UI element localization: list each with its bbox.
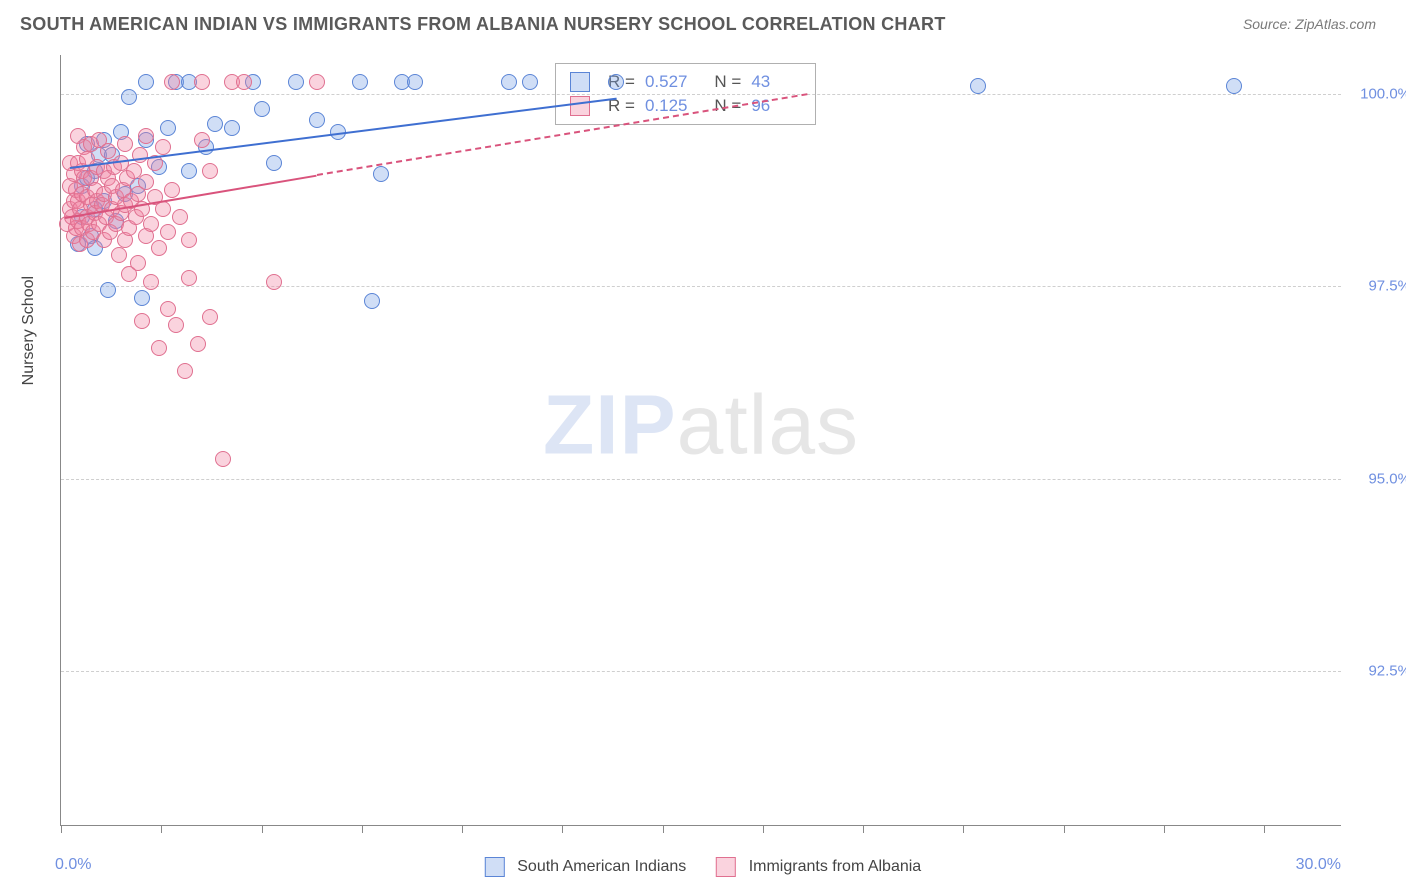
scatter-point [309,112,325,128]
scatter-point [138,174,154,190]
x-tick [763,825,764,833]
scatter-point [266,274,282,290]
scatter-point [164,182,180,198]
x-tick [863,825,864,833]
scatter-point [134,290,150,306]
legend-swatch-icon [570,72,590,92]
x-tick [963,825,964,833]
scatter-point [143,216,159,232]
legend-swatch-icon [485,857,505,877]
legend-item-series-b: Immigrants from Albania [716,857,921,877]
x-tick [1164,825,1165,833]
scatter-point [207,116,223,132]
x-axis-max-label: 30.0% [1296,856,1341,874]
stats-row: R =0.527 N =43 [570,70,801,94]
y-tick-label: 95.0% [1368,470,1406,487]
legend-swatch-icon [570,96,590,116]
scatter-point [194,74,210,90]
x-tick [663,825,664,833]
x-tick [1264,825,1265,833]
scatter-point [138,74,154,90]
scatter-point [151,240,167,256]
legend-swatch-icon [716,857,736,877]
gridline [61,94,1341,95]
y-tick-label: 92.5% [1368,663,1406,680]
x-tick [462,825,463,833]
scatter-point [215,451,231,467]
scatter-point [288,74,304,90]
scatter-point [501,74,517,90]
gridline [61,286,1341,287]
x-tick [562,825,563,833]
scatter-point [266,155,282,171]
scatter-point [151,340,167,356]
x-tick [61,825,62,833]
chart-title: SOUTH AMERICAN INDIAN VS IMMIGRANTS FROM… [20,14,946,34]
scatter-point [160,224,176,240]
scatter-point [155,139,171,155]
scatter-point [309,74,325,90]
scatter-point [117,136,133,152]
scatter-point [202,309,218,325]
bottom-legend: South American Indians Immigrants from A… [485,857,921,877]
x-tick [1064,825,1065,833]
x-tick [362,825,363,833]
scatter-point [224,120,240,136]
scatter-point [138,128,154,144]
watermark: ZIPatlas [543,376,859,473]
y-tick-label: 100.0% [1360,85,1406,102]
scatter-point [1226,78,1242,94]
scatter-point [177,363,193,379]
gridline [61,671,1341,672]
scatter-point [970,78,986,94]
x-tick [262,825,263,833]
scatter-point [172,209,188,225]
scatter-point [100,282,116,298]
scatter-point [181,232,197,248]
legend-item-series-a: South American Indians [485,857,686,877]
source-label: Source: ZipAtlas.com [1243,16,1376,32]
scatter-point [373,166,389,182]
scatter-point [194,132,210,148]
scatter-point [164,74,180,90]
scatter-point [130,255,146,271]
y-tick-label: 97.5% [1368,278,1406,295]
scatter-point [160,120,176,136]
scatter-point [522,74,538,90]
scatter-point [121,89,137,105]
scatter-point [190,336,206,352]
scatter-point [202,163,218,179]
chart-header: SOUTH AMERICAN INDIAN VS IMMIGRANTS FROM… [20,14,1386,44]
scatter-point [254,101,270,117]
y-axis-title: Nursery School [20,276,38,385]
x-tick [161,825,162,833]
scatter-point [364,293,380,309]
gridline [61,479,1341,480]
scatter-point [111,247,127,263]
scatter-point [143,274,159,290]
chart-plot-area: ZIPatlas R =0.527 N =43R =0.125 N =96 10… [60,55,1341,826]
scatter-point [181,163,197,179]
scatter-point [134,313,150,329]
scatter-point [160,301,176,317]
scatter-point [181,270,197,286]
x-axis-min-label: 0.0% [55,856,91,874]
scatter-point [352,74,368,90]
scatter-point [168,317,184,333]
scatter-point [236,74,252,90]
scatter-point [407,74,423,90]
scatter-point [608,74,624,90]
